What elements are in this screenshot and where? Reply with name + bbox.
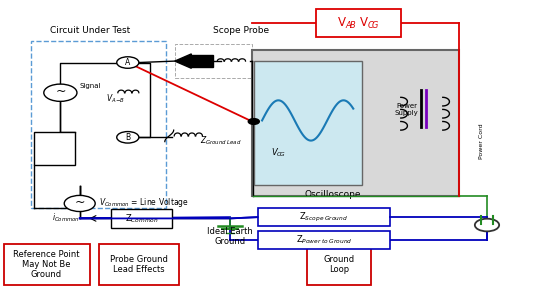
FancyBboxPatch shape: [307, 244, 371, 286]
Text: ~: ~: [55, 85, 65, 98]
Polygon shape: [175, 54, 191, 68]
FancyBboxPatch shape: [316, 9, 401, 37]
Text: $V_{C\!G}$: $V_{C\!G}$: [271, 147, 286, 159]
FancyBboxPatch shape: [258, 208, 390, 227]
Text: g: g: [53, 155, 57, 160]
Text: Probe Ground
Lead Effects: Probe Ground Lead Effects: [110, 255, 168, 274]
Text: Z$_{Common}$: Z$_{Common}$: [125, 212, 158, 225]
FancyBboxPatch shape: [254, 61, 362, 185]
Text: V$_{A\!B}$ V$_{C\!G}$: V$_{A\!B}$ V$_{C\!G}$: [337, 16, 380, 31]
Polygon shape: [191, 55, 213, 67]
Text: Signal: Signal: [80, 83, 101, 88]
Text: Scope Probe: Scope Probe: [213, 26, 269, 35]
Circle shape: [248, 118, 259, 124]
Text: Circuit Under Test: Circuit Under Test: [50, 26, 131, 35]
Text: ~: ~: [74, 196, 85, 209]
FancyBboxPatch shape: [34, 131, 75, 165]
Text: $V_{A\!-\!B}$: $V_{A\!-\!B}$: [106, 92, 125, 105]
Text: Ideal Earth
Ground: Ideal Earth Ground: [207, 227, 253, 246]
FancyBboxPatch shape: [111, 209, 172, 228]
Text: B: B: [125, 133, 130, 142]
Text: Z$_{Circ}$: Z$_{Circ}$: [46, 142, 64, 155]
Circle shape: [475, 219, 499, 231]
FancyBboxPatch shape: [99, 244, 179, 286]
Circle shape: [64, 195, 95, 212]
FancyBboxPatch shape: [258, 231, 390, 249]
Text: Z$_{Power\;to\;Ground}$: Z$_{Power\;to\;Ground}$: [296, 234, 352, 246]
Circle shape: [117, 131, 139, 143]
Text: Reference Point
May Not Be
Ground: Reference Point May Not Be Ground: [13, 249, 80, 279]
Text: $Z_{Ground\;Lead}$: $Z_{Ground\;Lead}$: [199, 135, 241, 147]
Text: Z$_{Scope\;Ground}$: Z$_{Scope\;Ground}$: [300, 210, 348, 223]
Text: $i_{Common}$: $i_{Common}$: [52, 211, 80, 223]
Text: Oscilloscope: Oscilloscope: [304, 190, 361, 199]
Text: Power
Supply: Power Supply: [395, 103, 419, 116]
Text: $V_{Common}$ = Line Voltage: $V_{Common}$ = Line Voltage: [99, 196, 189, 209]
FancyBboxPatch shape: [252, 50, 459, 196]
FancyBboxPatch shape: [4, 244, 90, 286]
Text: A: A: [125, 58, 130, 67]
Circle shape: [44, 84, 77, 101]
Text: Power Cord: Power Cord: [479, 124, 484, 160]
Text: Ground
Loop: Ground Loop: [324, 255, 355, 274]
Circle shape: [117, 57, 139, 68]
